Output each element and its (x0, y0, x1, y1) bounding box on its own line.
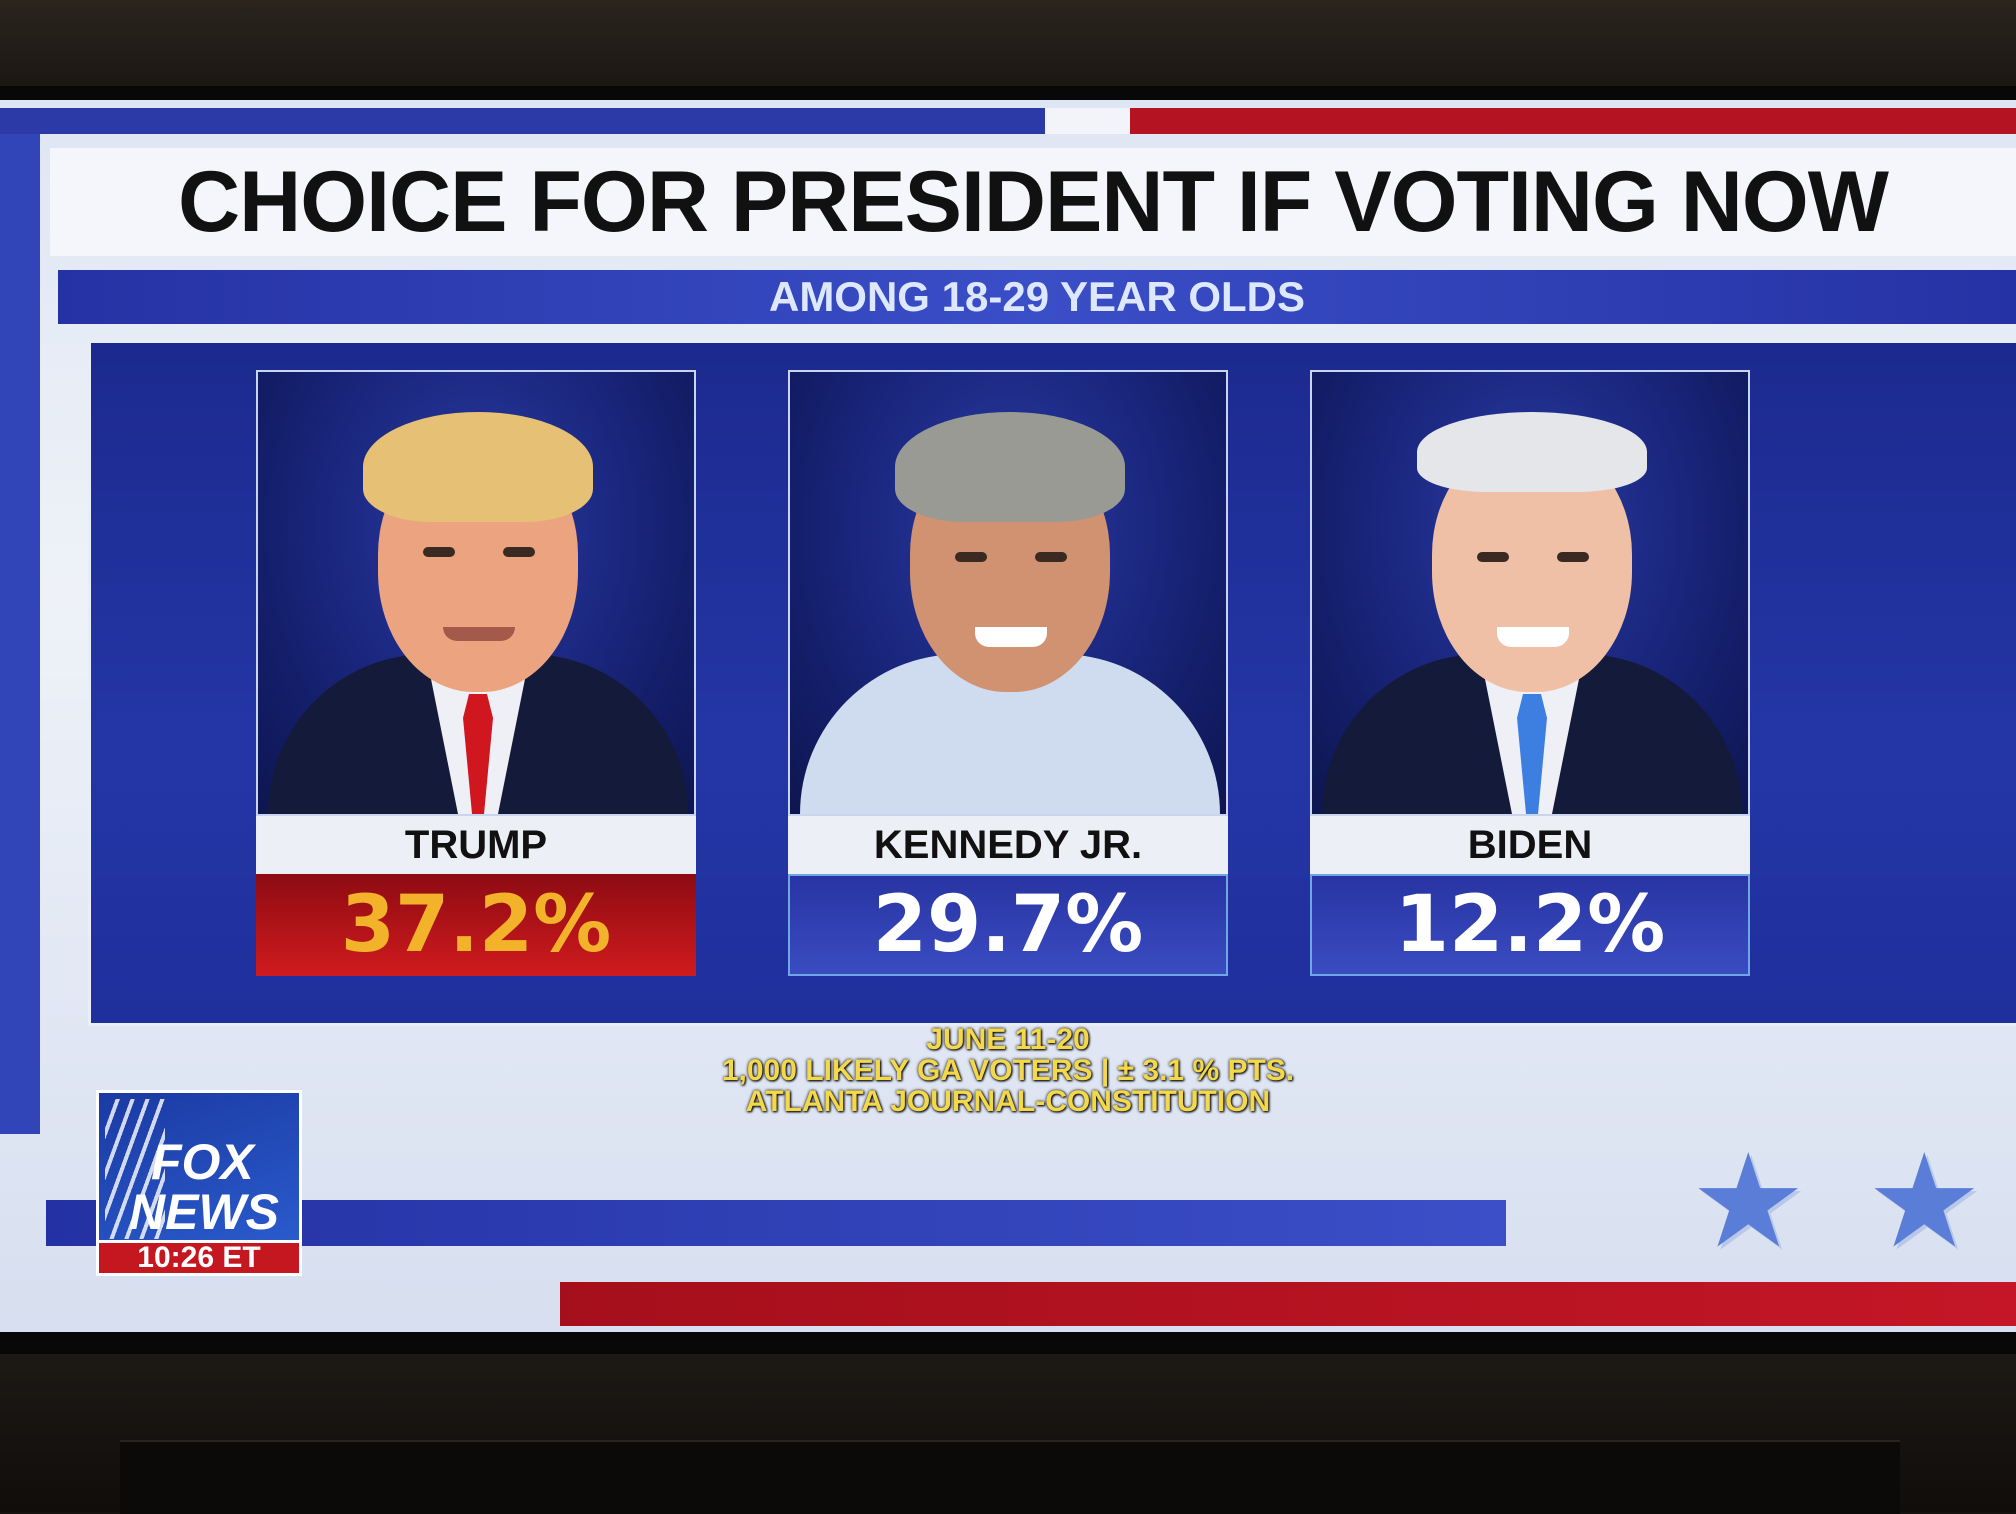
logo-stripes (105, 1099, 165, 1239)
room-wall (0, 0, 2016, 90)
poll-dates: JUNE 11-20 (926, 1023, 1090, 1056)
candidate-card-kennedy: KENNEDY JR. 29.7% (788, 370, 1228, 976)
graphic-subtitle: AMONG 18-29 YEAR OLDS (58, 270, 2016, 324)
candidate-photo-kennedy (788, 370, 1228, 816)
top-red-stripe (1130, 108, 2016, 134)
eye (423, 547, 455, 557)
graphic-title: CHOICE FOR PRESIDENT IF VOTING NOW (178, 153, 1889, 250)
eye (1477, 552, 1509, 562)
mouth (443, 627, 515, 641)
logo-line2: NEWS (129, 1184, 279, 1240)
candidate-percent: 37.2% (256, 874, 696, 976)
top-blue-stripe (0, 108, 1045, 134)
hair (1417, 412, 1647, 492)
left-blue-stripe (0, 134, 40, 1134)
eye (503, 547, 535, 557)
hair (363, 412, 593, 522)
candidate-name: KENNEDY JR. (788, 816, 1228, 874)
clock-time: 10:26 ET (96, 1240, 302, 1276)
title-bar (50, 148, 2016, 256)
logo-line1: FOX (151, 1134, 254, 1190)
star-icon: ★ (1690, 1125, 1807, 1277)
star-icon: ★ (1866, 1125, 1983, 1277)
poll-sample: 1,000 LIKELY GA VOTERS | ± 3.1 % PTS. (721, 1054, 1295, 1087)
eye (955, 552, 987, 562)
smile (1497, 627, 1569, 647)
candidate-card-trump: TRUMP 37.2% (256, 370, 696, 976)
bottom-red-stripe (560, 1282, 2016, 1326)
poll-source-info: JUNE 11-20 1,000 LIKELY GA VOTERS | ± 3.… (0, 1024, 2016, 1117)
eye (1035, 552, 1067, 562)
tv-stand (120, 1440, 1900, 1514)
poll-source: ATLANTA JOURNAL-CONSTITUTION (745, 1085, 1271, 1118)
candidate-photo-biden (1310, 370, 1750, 816)
candidate-name: BIDEN (1310, 816, 1750, 874)
smile (975, 627, 1047, 647)
tv-screen: CHOICE FOR PRESIDENT IF VOTING NOW AMONG… (0, 100, 2016, 1332)
candidate-percent: 29.7% (788, 874, 1228, 976)
candidate-photo-trump (256, 370, 696, 816)
candidate-card-biden: BIDEN 12.2% (1310, 370, 1750, 976)
hair (895, 412, 1125, 522)
top-white-stripe (1045, 108, 1130, 134)
candidate-name: TRUMP (256, 816, 696, 874)
candidate-percent: 12.2% (1310, 874, 1750, 976)
eye (1557, 552, 1589, 562)
